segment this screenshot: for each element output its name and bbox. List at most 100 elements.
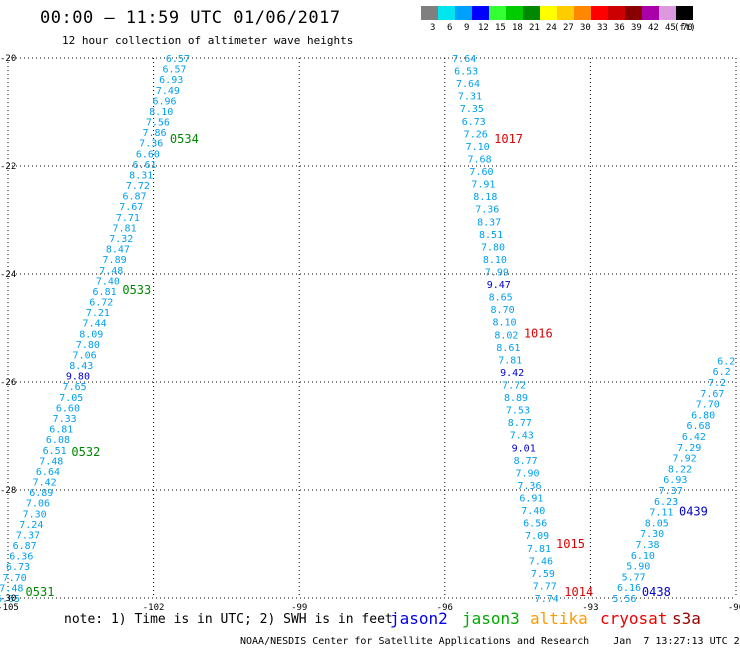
wave-height-value: 6.60: [56, 403, 80, 414]
wave-height-value: 8.43: [69, 361, 93, 372]
wave-height-value: 5.77: [622, 572, 646, 583]
wave-height-value: 7.65: [63, 382, 87, 393]
wave-height-value: 7.81: [527, 544, 551, 555]
wave-height-value: 5.90: [626, 562, 650, 573]
wave-height-value: 8.61: [496, 343, 520, 354]
pass-time-label: 0531: [26, 585, 55, 599]
wave-height-value: 6.10: [631, 551, 655, 562]
wave-height-value: 7.43: [510, 431, 534, 442]
altimeter-track: 6.576.576.937.496.968.107.567.867.366.60…: [0, 54, 199, 605]
credit-line: NOAA/NESDIS Center for Satellite Applica…: [240, 636, 740, 647]
wave-height-value: 5.56: [612, 594, 636, 605]
wave-height-value: 7.71: [116, 213, 140, 224]
wave-height-value: 9.42: [500, 368, 524, 379]
color-swatch-label: 27: [563, 23, 574, 33]
color-swatch-label: 3: [430, 23, 436, 33]
wave-height-value: 8.10: [483, 255, 507, 266]
longitude-tick-label: -99: [291, 603, 307, 613]
wave-height-value: 9.80: [66, 372, 90, 383]
color-swatch-label: 21: [529, 23, 540, 33]
wave-height-value: 6.89: [29, 488, 53, 499]
wave-height-value: 7.40: [96, 276, 120, 287]
wave-height-value: 7.53: [506, 406, 530, 417]
legend-satellite-cryosat: cryosat: [600, 609, 668, 628]
wave-height-value: 7.24: [19, 520, 43, 531]
wave-height-value: 6.87: [123, 192, 147, 203]
color-swatch: [608, 6, 625, 20]
wave-height-value: 6.51: [43, 446, 67, 457]
wave-height-value: 7.80: [76, 340, 100, 351]
wave-height-value: 6.57: [162, 65, 186, 76]
wave-height-value: 7.72: [502, 381, 526, 392]
wave-height-value: 7.09: [525, 531, 549, 542]
wave-height-value: 6.93: [663, 475, 687, 486]
longitude-tick-label: -96: [437, 603, 453, 613]
wave-height-value: 6.23: [654, 497, 678, 508]
wave-height-value: 8.47: [106, 245, 130, 256]
pass-time-label: 0438: [642, 585, 671, 599]
wave-height-value: 6.91: [519, 494, 543, 505]
latitude-tick-label: -24: [0, 270, 16, 280]
color-swatch: [438, 6, 455, 20]
wave-height-value: 8.31: [129, 170, 153, 181]
pass-time-label: 0439: [679, 505, 708, 519]
legend-satellite-s3a: s3a: [672, 609, 701, 628]
wave-height-value: 7.99: [485, 267, 509, 278]
wave-height-value: 7.29: [677, 443, 701, 454]
longitude-tick-label: -90: [728, 603, 740, 613]
wave-height-value: 8.10: [149, 107, 173, 118]
wave-height-value: 7.77: [533, 581, 557, 592]
wave-height-value: 7.30: [23, 509, 47, 520]
wave-height-value: 7.26: [464, 129, 488, 140]
color-swatch-label: 70: [682, 23, 693, 33]
wave-height-value: 8.77: [508, 418, 532, 429]
wave-height-value: 7.70: [696, 400, 720, 411]
wave-height-value: 7.56: [146, 118, 170, 129]
units-note: note: 1) Time is in UTC; 2) SWH is in fe…: [64, 612, 393, 627]
latitude-tick-label: -22: [0, 162, 16, 172]
wave-height-value: 7.2: [708, 378, 726, 389]
wave-height-value: 7.86: [143, 128, 167, 139]
wave-height-value: 7.59: [531, 569, 555, 580]
color-swatch-label: 33: [597, 23, 608, 33]
color-swatch: [676, 6, 693, 20]
wave-height-value: 7.90: [515, 468, 539, 479]
wave-height-value: 6.87: [13, 541, 37, 552]
wave-height-value: 6.96: [152, 96, 176, 107]
color-swatch-label: 36: [614, 23, 625, 33]
color-swatch: [642, 6, 659, 20]
wave-height-value: 9.01: [512, 443, 536, 454]
wave-height-value: 6.60: [136, 149, 160, 160]
wave-height-value: 7.64: [452, 54, 476, 65]
wave-height-value: 7.06: [26, 499, 50, 510]
legend-satellite-jason3: jason3: [462, 609, 520, 628]
wave-height-value: 7.49: [156, 86, 180, 97]
color-swatch: [659, 6, 676, 20]
color-swatch: [591, 6, 608, 20]
wave-height-value: 7.89: [103, 255, 127, 266]
wave-height-value: 7.06: [73, 350, 97, 361]
pass-time-label: 1015: [556, 537, 585, 551]
wave-height-value: 6.81: [49, 425, 73, 436]
wave-height-value: 9.47: [487, 280, 511, 291]
wave-height-value: 7.44: [83, 319, 107, 330]
pass-time-label: 1017: [494, 132, 523, 146]
latitude-tick-label: -20: [0, 54, 16, 64]
wave-height-value: 6.68: [686, 421, 710, 432]
color-scale-unit: (ft): [674, 23, 696, 33]
wave-height-value: 8.89: [504, 393, 528, 404]
wave-height-value: 7.48: [99, 266, 123, 277]
color-swatch-label: 39: [631, 23, 642, 33]
wave-height-value: 6.73: [6, 562, 30, 573]
wave-height-value: 6.64: [36, 467, 60, 478]
wave-height-value: 6.36: [9, 552, 33, 563]
wave-height-value: 6.61: [133, 160, 157, 171]
wave-height-value: 7.33: [53, 414, 77, 425]
color-swatch-label: 45: [665, 23, 676, 33]
color-swatch: [506, 6, 523, 20]
wave-height-value: 7.80: [481, 242, 505, 253]
wave-height-value: 8.10: [492, 318, 516, 329]
wave-height-value: 8.77: [514, 456, 538, 467]
pass-time-label: 0534: [170, 132, 199, 146]
